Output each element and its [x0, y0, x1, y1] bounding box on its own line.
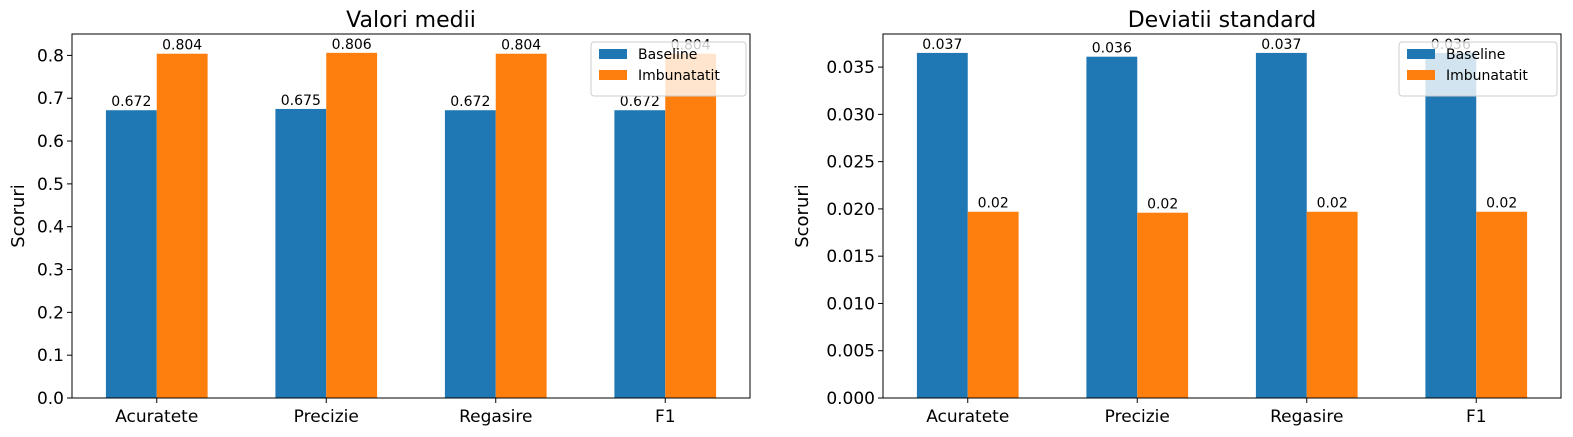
- y-tick-label: 0.5: [37, 175, 64, 195]
- legend-swatch-baseline: [599, 49, 627, 59]
- bar-value-label: 0.675: [281, 93, 321, 109]
- bar-imbunatatit-precizie: [1137, 212, 1189, 398]
- bar-baseline-f1: [1425, 52, 1477, 399]
- bar-baseline-acuratete: [916, 52, 968, 399]
- bar-value-label: 0.037: [1261, 37, 1301, 53]
- chart-title: Deviatii standard: [1128, 8, 1317, 33]
- y-axis-label: Scoruri: [792, 184, 813, 248]
- x-tick-label: F1: [1466, 407, 1487, 427]
- y-tick-label: 0.0: [37, 389, 64, 409]
- bar-imbunatatit-acuratete: [967, 211, 1019, 398]
- x-tick-label: Regasire: [459, 407, 532, 427]
- bar-baseline-regasire: [1255, 52, 1307, 399]
- bar-value-label: 0.02: [1147, 197, 1178, 213]
- bar-value-label: 0.036: [1092, 41, 1132, 57]
- legend-box: [1398, 41, 1558, 97]
- chart-deviatii-standard: Deviatii standard0.0370.0360.0370.0360.0…: [792, 8, 1562, 427]
- legend-label-imbunatatit: Imbunatatit: [1446, 68, 1528, 84]
- legend-swatch-baseline: [1407, 49, 1435, 59]
- bar-value-label: 0.02: [1317, 196, 1348, 212]
- y-tick-label: 0.030: [826, 105, 875, 125]
- x-tick-label: F1: [655, 407, 676, 427]
- x-tick-label: Regasire: [1270, 407, 1343, 427]
- legend: Baseline Imbunatatit: [1398, 41, 1558, 97]
- y-tick-label: 0.035: [826, 58, 875, 78]
- y-tick-label: 0.2: [37, 303, 64, 323]
- chart-title: Valori medii: [346, 8, 476, 33]
- legend: Baseline Imbunatatit: [590, 41, 747, 97]
- chart-valori-medii: Valori medii 0.672 0.675 0.672 0.672 0.804 0.8…: [8, 8, 751, 427]
- y-tick-label: 0.4: [37, 218, 64, 238]
- x-tick-label: Acuratete: [926, 407, 1009, 427]
- x-tick-label: Precizie: [1105, 407, 1170, 427]
- x-tick-label: Acuratete: [115, 407, 198, 427]
- y-tick-label: 0.8: [37, 46, 64, 66]
- y-tick-label: 0.1: [37, 346, 64, 366]
- y-tick-label: 0.020: [826, 200, 875, 220]
- bar-baseline-precizie: [275, 108, 327, 399]
- bar-baseline-f1: [614, 110, 666, 398]
- bar-imbunatatit-acuratete: [156, 53, 208, 398]
- bar-baseline-precizie: [1086, 56, 1138, 398]
- y-tick-label: 0.6: [37, 132, 64, 152]
- bar-value-label: 0.02: [1486, 196, 1517, 212]
- bar-value-label: 0.02: [978, 196, 1009, 212]
- legend-label-imbunatatit: Imbunatatit: [638, 68, 720, 84]
- legend-swatch-imbunatatit: [1407, 70, 1435, 80]
- legend-label-baseline: Baseline: [638, 47, 697, 63]
- axes-frame: [882, 33, 1562, 399]
- bar-value-label: 0.804: [162, 38, 202, 54]
- bar-value-label: 0.672: [450, 94, 490, 110]
- bar-baseline-acuratete: [105, 110, 157, 398]
- y-tick-label: 0.015: [826, 247, 875, 267]
- axes-frame: [71, 33, 751, 399]
- y-axis-label: Scoruri: [8, 184, 29, 248]
- legend-swatch-imbunatatit: [599, 70, 627, 80]
- bar-imbunatatit-f1: [665, 53, 717, 398]
- legend-label-baseline: Baseline: [1446, 47, 1505, 63]
- bar-value-label: 0.806: [332, 37, 372, 53]
- x-tick-label: Precizie: [294, 407, 359, 427]
- y-tick-label: 0.025: [826, 153, 875, 173]
- legend-box: [590, 41, 747, 97]
- bar-value-label: 0.037: [922, 37, 962, 53]
- bar-value-label: 0.672: [111, 94, 151, 110]
- bar-value-label: 0.804: [501, 38, 541, 54]
- y-tick-label: 0.3: [37, 261, 64, 281]
- y-tick-label: 0.005: [826, 342, 875, 362]
- y-tick-label: 0.010: [826, 294, 875, 314]
- bar-imbunatatit-regasire: [495, 53, 547, 398]
- bar-imbunatatit-precizie: [326, 52, 378, 399]
- bar-imbunatatit-regasire: [1306, 211, 1358, 398]
- y-tick-label: 0.000: [826, 389, 875, 409]
- bar-imbunatatit-f1: [1476, 211, 1528, 398]
- bar-baseline-regasire: [444, 110, 496, 398]
- y-tick-label: 0.7: [37, 89, 64, 109]
- bar-value-label: 0.672: [620, 94, 660, 110]
